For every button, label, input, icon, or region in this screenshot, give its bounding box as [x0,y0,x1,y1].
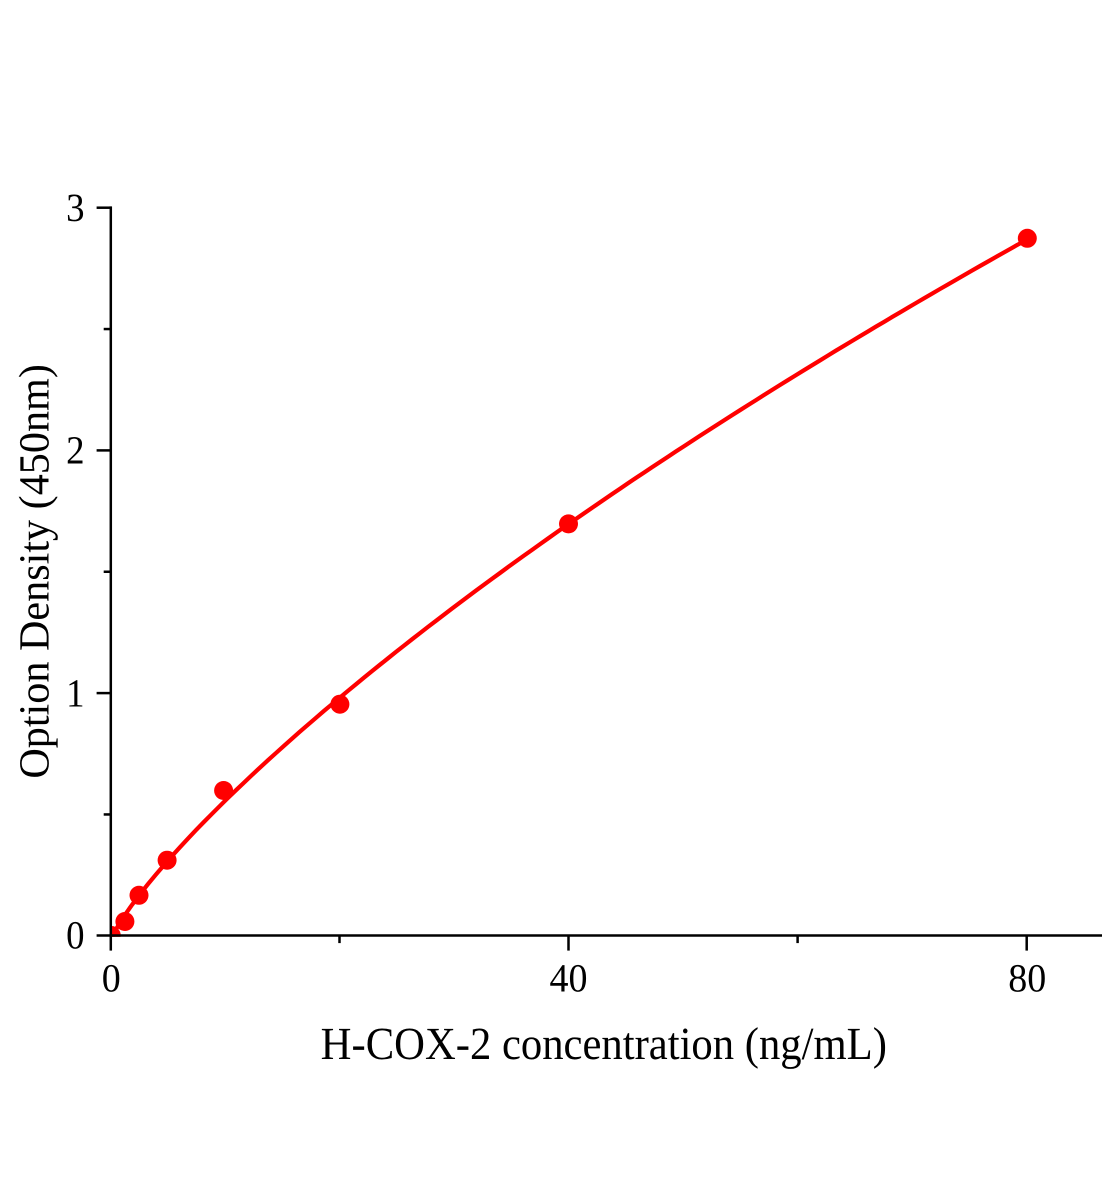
svg-text:2: 2 [66,428,84,473]
svg-text:1: 1 [66,670,84,715]
svg-text:3: 3 [66,185,84,230]
svg-text:0: 0 [102,955,121,1000]
svg-text:80: 80 [1008,955,1046,1000]
svg-text:H-COX-2 concentration (ng/mL): H-COX-2 concentration (ng/mL) [321,1018,887,1069]
svg-text:40: 40 [549,955,587,1000]
svg-text:0: 0 [66,913,84,958]
svg-text:Option Density (450nm): Option Density (450nm) [12,364,59,779]
